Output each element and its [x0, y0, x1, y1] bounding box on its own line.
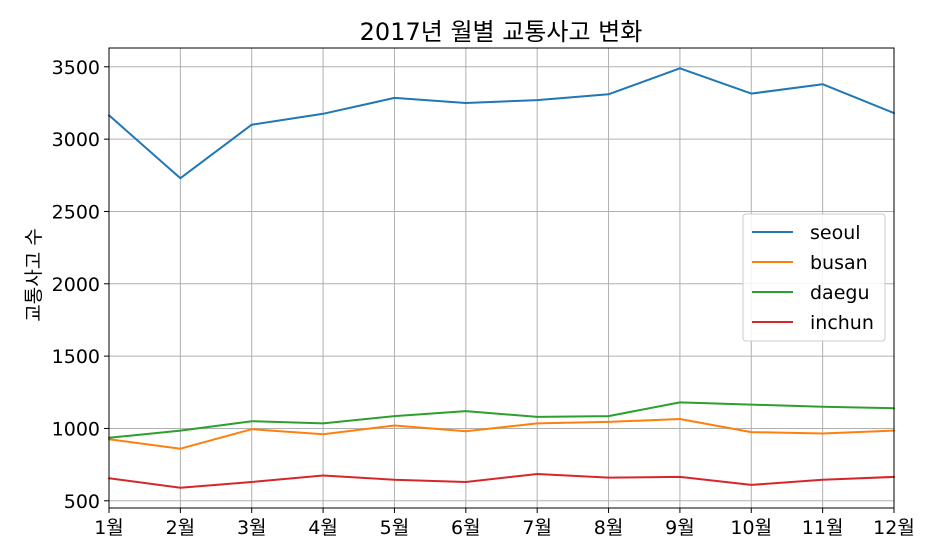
chart-title: 2017년 월별 교통사고 변화: [360, 18, 643, 46]
legend-label-daegu: daegu: [810, 282, 870, 304]
x-tick-label: 2월: [166, 517, 196, 539]
y-tick-label: 3000: [52, 129, 100, 151]
series-line-busan: [108, 418, 895, 450]
x-tick-label: 4월: [308, 517, 338, 539]
x-tick-label: 7월: [522, 517, 552, 539]
y-tick-label: 1500: [52, 346, 100, 368]
plot-frame: [108, 47, 895, 509]
x-tick-label: 11월: [802, 517, 844, 539]
series-lines: [108, 67, 895, 489]
x-tick-label: 12월: [873, 517, 915, 539]
series-line-daegu: [108, 401, 895, 439]
y-tick-label: 3500: [52, 57, 100, 79]
legend-label-busan: busan: [810, 252, 868, 274]
y-tick-label: 2500: [52, 201, 100, 223]
series-line-seoul: [108, 67, 895, 180]
y-tick-label: 1000: [52, 418, 100, 440]
x-tick-label: 5월: [380, 517, 410, 539]
x-tick-label: 1월: [94, 517, 124, 539]
y-tick-label: 2000: [52, 274, 100, 296]
x-axis-ticks: 1월 2월 3월 4월 5월 6월 7월 8월 9월 10월 11월 12월: [94, 508, 915, 539]
x-tick-label: 8월: [594, 517, 624, 539]
legend-label-seoul: seoul: [810, 222, 861, 244]
legend-box: [742, 213, 886, 342]
series-line-inchun: [108, 473, 895, 489]
x-tick-label: 9월: [665, 517, 695, 539]
x-tick-label: 10월: [730, 517, 772, 539]
y-axis-ticks: 500 1000 1500 2000 2500 3000 3500: [52, 57, 109, 513]
x-tick-label: 3월: [237, 517, 267, 539]
y-tick-label: 500: [64, 491, 100, 513]
legend: seoul busan daegu inchun: [742, 213, 886, 342]
y-axis-label: 교통사고 수: [23, 228, 45, 321]
x-tick-label: 6월: [451, 517, 481, 539]
legend-label-inchun: inchun: [810, 312, 874, 334]
legend-items: seoul busan daegu inchun: [752, 222, 874, 334]
